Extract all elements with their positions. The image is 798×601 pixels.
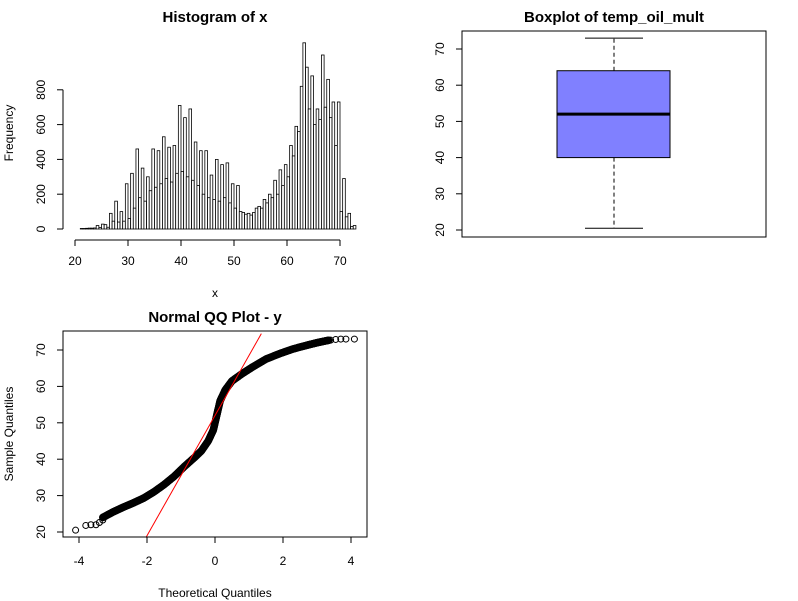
histogram-x-label: x [212, 286, 218, 300]
qqplot-title: Normal QQ Plot - y [148, 309, 282, 326]
boxplot-y-tick-label: 70 [433, 42, 447, 56]
histogram-x-tick-label: 50 [227, 254, 241, 268]
histogram-bar [342, 178, 346, 230]
qqplot-y-axis: 20 30 40 50 60 70 [34, 343, 64, 539]
histogram-x-tick-label: 30 [121, 254, 135, 268]
qqplot-reference-line-segment [145, 333, 262, 538]
qqplot-x-axis: -4 -2 0 2 4 [74, 536, 355, 568]
histogram-bar [188, 108, 192, 230]
histogram-bar [204, 150, 208, 230]
boxplot-y-tick-label: 30 [433, 187, 447, 201]
histogram-panel: Histogram of x 20 30 40 50 60 70 0 200 400 600 80… [2, 9, 357, 300]
histogram-bar [103, 224, 108, 230]
qqplot-y-tick-label: 40 [34, 452, 48, 466]
histogram-x-tick-label: 60 [280, 254, 294, 268]
histogram-x-tick-label: 70 [333, 254, 347, 268]
boxplot-y-tick-label: 50 [433, 114, 447, 128]
histogram-bar [177, 105, 182, 230]
qqplot-point [350, 335, 358, 343]
qqplot-point [342, 335, 350, 343]
histogram-y-axis: 0 200 400 600 800 [34, 79, 64, 232]
histogram-bar [140, 167, 145, 230]
histogram-bar [114, 200, 118, 230]
boxplot-panel: Boxplot of temp_oil_mult 20 30 40 50 60 70 [433, 9, 767, 238]
histogram-bar [220, 164, 224, 230]
qqplot-x-tick-label: -4 [74, 554, 85, 568]
histogram-title: Histogram of x [162, 9, 268, 26]
histogram-bar [130, 172, 134, 230]
qqplot-points [72, 335, 358, 534]
qqplot-y-label: Sample Quantiles [2, 387, 16, 482]
boxplot-y-tick-label: 40 [433, 151, 447, 165]
histogram-x-tick-label: 20 [68, 254, 82, 268]
histogram-bar [236, 185, 240, 230]
histogram-y-label: Frequency [2, 105, 16, 162]
histogram-bar [347, 212, 352, 230]
boxplot-y-tick-label: 20 [433, 223, 447, 237]
histogram-y-tick-label: 400 [34, 149, 48, 169]
histogram-bar [183, 117, 187, 230]
boxplot-title: Boxplot of temp_oil_mult [524, 9, 704, 26]
histogram-bar [215, 158, 219, 230]
qqplot-y-tick-label: 30 [34, 489, 48, 503]
histogram-bar [352, 225, 357, 230]
histogram-y-tick-label: 800 [34, 79, 48, 99]
qqplot-point [72, 526, 80, 534]
histogram-x-axis: 20 30 40 50 60 70 [68, 239, 347, 268]
boxplot-y-tick-label: 60 [433, 78, 447, 92]
qqplot-reference-line [145, 333, 262, 538]
histogram-bar [124, 183, 129, 230]
qqplot-point [82, 521, 90, 529]
qqplot-x-tick-label: 4 [348, 554, 355, 568]
histogram-bar [199, 150, 203, 230]
qqplot-x-tick-label: -2 [142, 554, 153, 568]
qqplot-y-tick-label: 20 [34, 525, 48, 539]
qqplot-x-tick-label: 2 [280, 554, 287, 568]
histogram-bar [230, 183, 235, 230]
histogram-bars [79, 42, 357, 230]
qqplot-panel: Normal QQ Plot - y -4 -2 0 2 4 203040506070 … [2, 309, 368, 600]
qqplot-x-tick-label: 0 [212, 554, 219, 568]
histogram-y-tick-label: 600 [34, 114, 48, 134]
histogram-y-tick-label: 0 [34, 225, 48, 232]
histogram-x-tick-label: 40 [174, 254, 188, 268]
qqplot-point [87, 521, 95, 529]
histogram-bar [119, 211, 124, 230]
histogram-y-tick-label: 200 [34, 184, 48, 204]
qqplot-y-tick-label: 60 [34, 379, 48, 393]
boxplot-glyph [556, 37, 671, 229]
histogram-bar [225, 162, 230, 230]
qqplot-point [337, 335, 345, 343]
qqplot-y-tick-label: 50 [34, 416, 48, 430]
histogram-bar [336, 101, 341, 230]
qqplot-point [99, 516, 107, 524]
qqplot-point [327, 336, 335, 344]
qqplot-x-label: Theoretical Quantiles [158, 586, 271, 600]
histogram-bar [135, 148, 139, 230]
boxplot-y-axis: 20 30 40 50 60 70 [433, 42, 463, 237]
qqplot-point [332, 335, 340, 343]
qqplot-y-tick-label: 70 [34, 343, 48, 357]
